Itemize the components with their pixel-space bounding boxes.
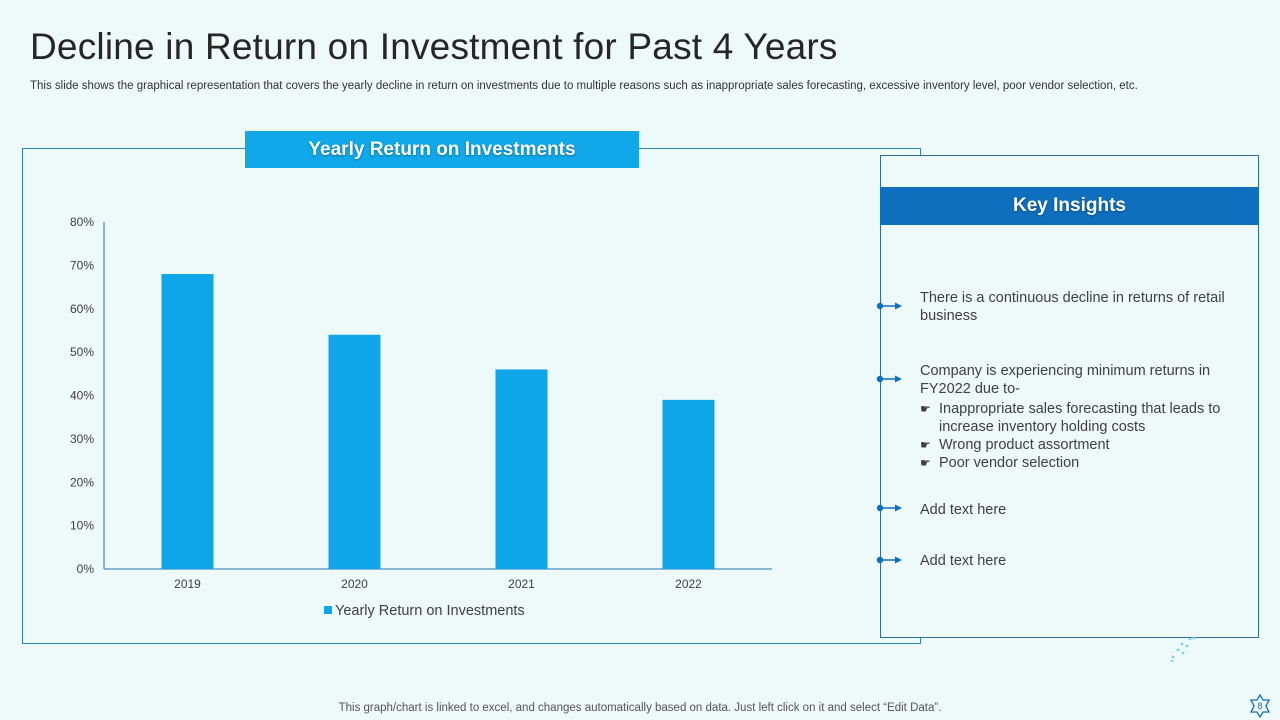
bar-2022 bbox=[662, 399, 715, 569]
list-item: ☛ Wrong product assortment bbox=[920, 436, 1240, 454]
pointing-hand-icon: ☛ bbox=[920, 438, 931, 452]
key-insights-panel bbox=[880, 155, 1259, 638]
arrow-dot-icon bbox=[876, 375, 902, 383]
y-tick-label: 80% bbox=[70, 215, 94, 229]
arrow-dot-icon bbox=[876, 556, 902, 564]
y-tick-label: 50% bbox=[70, 345, 94, 359]
y-tick-label: 30% bbox=[70, 432, 94, 446]
pointing-hand-icon: ☛ bbox=[920, 402, 931, 416]
slide-subtitle: This slide shows the graphical represent… bbox=[30, 80, 1138, 92]
pointing-hand-icon: ☛ bbox=[920, 456, 931, 470]
x-tick-label: 2022 bbox=[675, 577, 702, 591]
y-tick-label: 10% bbox=[70, 519, 94, 533]
bar-2019 bbox=[161, 274, 214, 569]
sub-item-text: Wrong product assortment bbox=[939, 437, 1110, 453]
legend-swatch bbox=[324, 606, 332, 614]
insight-item-1: There is a continuous decline in returns… bbox=[920, 290, 1225, 324]
bar-2021 bbox=[495, 369, 548, 569]
key-insights-header: Key Insights bbox=[880, 187, 1259, 225]
list-item: ☛ Inappropriate sales forecasting that le… bbox=[920, 400, 1240, 436]
x-tick-label: 2021 bbox=[508, 577, 535, 591]
insight-item-2-text: Company is experiencing minimum returns … bbox=[920, 363, 1211, 397]
y-tick-label: 60% bbox=[70, 302, 94, 316]
insight-item-2: Company is experiencing minimum returns … bbox=[920, 362, 1240, 472]
y-tick-label: 40% bbox=[70, 389, 94, 403]
insight-sub-list: ☛ Inappropriate sales forecasting that le… bbox=[920, 400, 1240, 472]
slide-title: Decline in Return on Investment for Past… bbox=[30, 26, 838, 67]
arrow-dot-icon bbox=[876, 504, 902, 512]
insight-item-4: Add text here bbox=[920, 553, 1007, 569]
sub-item-text: Inappropriate sales forecasting that lea… bbox=[939, 401, 1221, 435]
legend-label: Yearly Return on Investments bbox=[335, 603, 525, 619]
y-tick-label: 0% bbox=[77, 562, 95, 576]
chart-title-banner: Yearly Return on Investments bbox=[245, 131, 639, 168]
insight-item-3: Add text here bbox=[920, 502, 1007, 518]
star-badge-icon bbox=[1249, 694, 1271, 718]
arrow-dot-icon bbox=[876, 302, 902, 310]
y-tick-label: 20% bbox=[70, 475, 94, 489]
decorative-dots-icon bbox=[1170, 636, 1196, 662]
x-tick-label: 2019 bbox=[174, 577, 201, 591]
page-number: 8 bbox=[1257, 701, 1263, 711]
y-tick-label: 70% bbox=[70, 258, 94, 272]
list-item: ☛ Poor vendor selection bbox=[920, 454, 1240, 472]
slide-footer-note: This graph/chart is linked to excel, and… bbox=[338, 702, 942, 714]
x-tick-label: 2020 bbox=[341, 577, 368, 591]
bar-2020 bbox=[328, 334, 381, 569]
sub-item-text: Poor vendor selection bbox=[939, 455, 1080, 471]
